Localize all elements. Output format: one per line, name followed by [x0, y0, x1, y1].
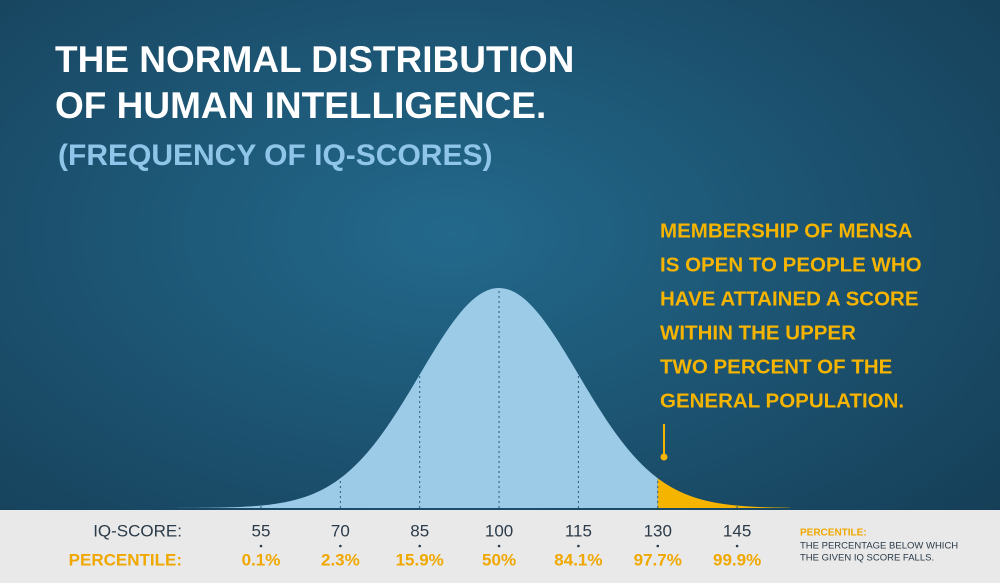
- percentile-value: 2.3%: [321, 550, 360, 569]
- annotation-line: IS OPEN TO PEOPLE WHO: [660, 253, 922, 276]
- percentile-value: 50%: [482, 550, 516, 569]
- x-tick-label: 70: [331, 521, 350, 540]
- x-tick-label: 130: [644, 521, 672, 540]
- chart-title: OF HUMAN INTELLIGENCE.: [55, 85, 546, 126]
- note-line: THE GIVEN IQ SCORE FALLS.: [800, 553, 934, 564]
- x-tick-label: 145: [723, 521, 751, 540]
- annotation-line: HAVE ATTAINED A SCORE: [660, 287, 919, 310]
- chart-title: THE NORMAL DISTRIBUTION: [55, 39, 574, 80]
- tick-dot: [735, 544, 739, 548]
- highlight-area: [657, 478, 790, 508]
- percentile-label: PERCENTILE:: [69, 550, 182, 569]
- percentile-value: 97.7%: [634, 550, 682, 569]
- note-title: PERCENTILE:: [800, 528, 867, 539]
- percentile-value: 99.9%: [713, 550, 761, 569]
- tick-dot: [339, 544, 342, 548]
- tick-dot: [497, 544, 501, 548]
- x-tick-label: 100: [485, 521, 513, 540]
- percentile-value: 84.1%: [554, 550, 602, 569]
- tick-dot: [656, 544, 660, 548]
- x-tick-label: 85: [410, 521, 429, 540]
- x-tick-label: 55: [252, 521, 271, 540]
- x-tick-label: 115: [565, 521, 592, 540]
- chart-subtitle: (FREQUENCY OF IQ-SCORES): [58, 139, 492, 172]
- tick-dot: [259, 544, 263, 548]
- x-axis-label: IQ-SCORE:: [93, 521, 182, 540]
- percentile-value: 0.1%: [242, 550, 281, 569]
- note-line: THE PERCENTAGE BELOW WHICH: [800, 541, 958, 552]
- annotation-line: WITHIN THE UPPER: [660, 321, 856, 344]
- annotation-line: MEMBERSHIP OF MENSA: [660, 219, 913, 242]
- annotation-pin-dot: [660, 453, 668, 461]
- percentile-value: 15.9%: [396, 550, 444, 569]
- annotation-line: GENERAL POPULATION.: [660, 389, 904, 412]
- bell-curve: [60, 288, 658, 508]
- tick-dot: [418, 544, 422, 548]
- annotation-line: TWO PERCENT OF THE: [660, 355, 892, 378]
- tick-dot: [577, 544, 580, 548]
